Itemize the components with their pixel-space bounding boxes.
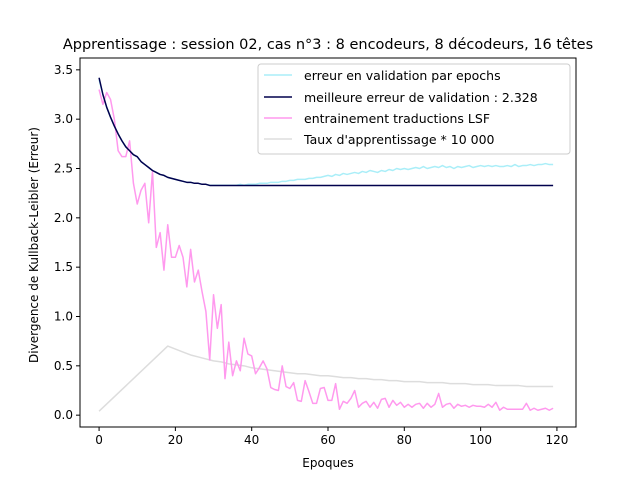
x-tick-label: 40 <box>244 433 259 447</box>
y-tick-label: 3.0 <box>54 112 73 126</box>
x-tick-label: 120 <box>545 433 568 447</box>
x-axis-label: Epoques <box>302 456 353 470</box>
legend-box <box>257 63 571 155</box>
x-tick-label: 100 <box>469 433 492 447</box>
x-tick-label: 20 <box>168 433 183 447</box>
y-tick-label: 2.5 <box>54 162 73 176</box>
y-tick-label: 0.5 <box>54 359 73 373</box>
legend-label-best-validation: meilleure erreur de validation : 2.328 <box>304 90 538 105</box>
x-tick-label: 60 <box>320 433 335 447</box>
ticks-layer: 0 20 40 60 80 100 120 0.0 0.5 1.0 1.5 2.0 2.5 3.0 3.5 <box>54 63 568 447</box>
y-tick-label: 2.0 <box>54 211 73 225</box>
legend-label-learning-rate: Taux d'apprentissage * 10 000 <box>303 132 495 147</box>
chart-title: Apprentissage : session 02, cas n°3 : 8 … <box>63 37 593 53</box>
y-tick-label: 1.5 <box>54 260 73 274</box>
y-axis-label: Divergence de Kullback-Leibler (Erreur) <box>27 127 41 363</box>
x-tick-label: 80 <box>397 433 412 447</box>
legend: erreur en validation par epochs meilleur… <box>257 63 571 155</box>
series-line-best-validation <box>98 77 554 187</box>
y-tick-label: 1.0 <box>54 309 73 323</box>
legend-label-validation: erreur en validation par epochs <box>304 68 501 83</box>
x-tick-label: 0 <box>95 433 103 447</box>
y-tick-label: 0.0 <box>54 408 73 422</box>
series-layer <box>98 77 554 412</box>
legend-label-training: entrainement traductions LSF <box>304 111 490 126</box>
y-tick-label: 3.5 <box>54 63 73 77</box>
series-line-training <box>98 89 554 411</box>
